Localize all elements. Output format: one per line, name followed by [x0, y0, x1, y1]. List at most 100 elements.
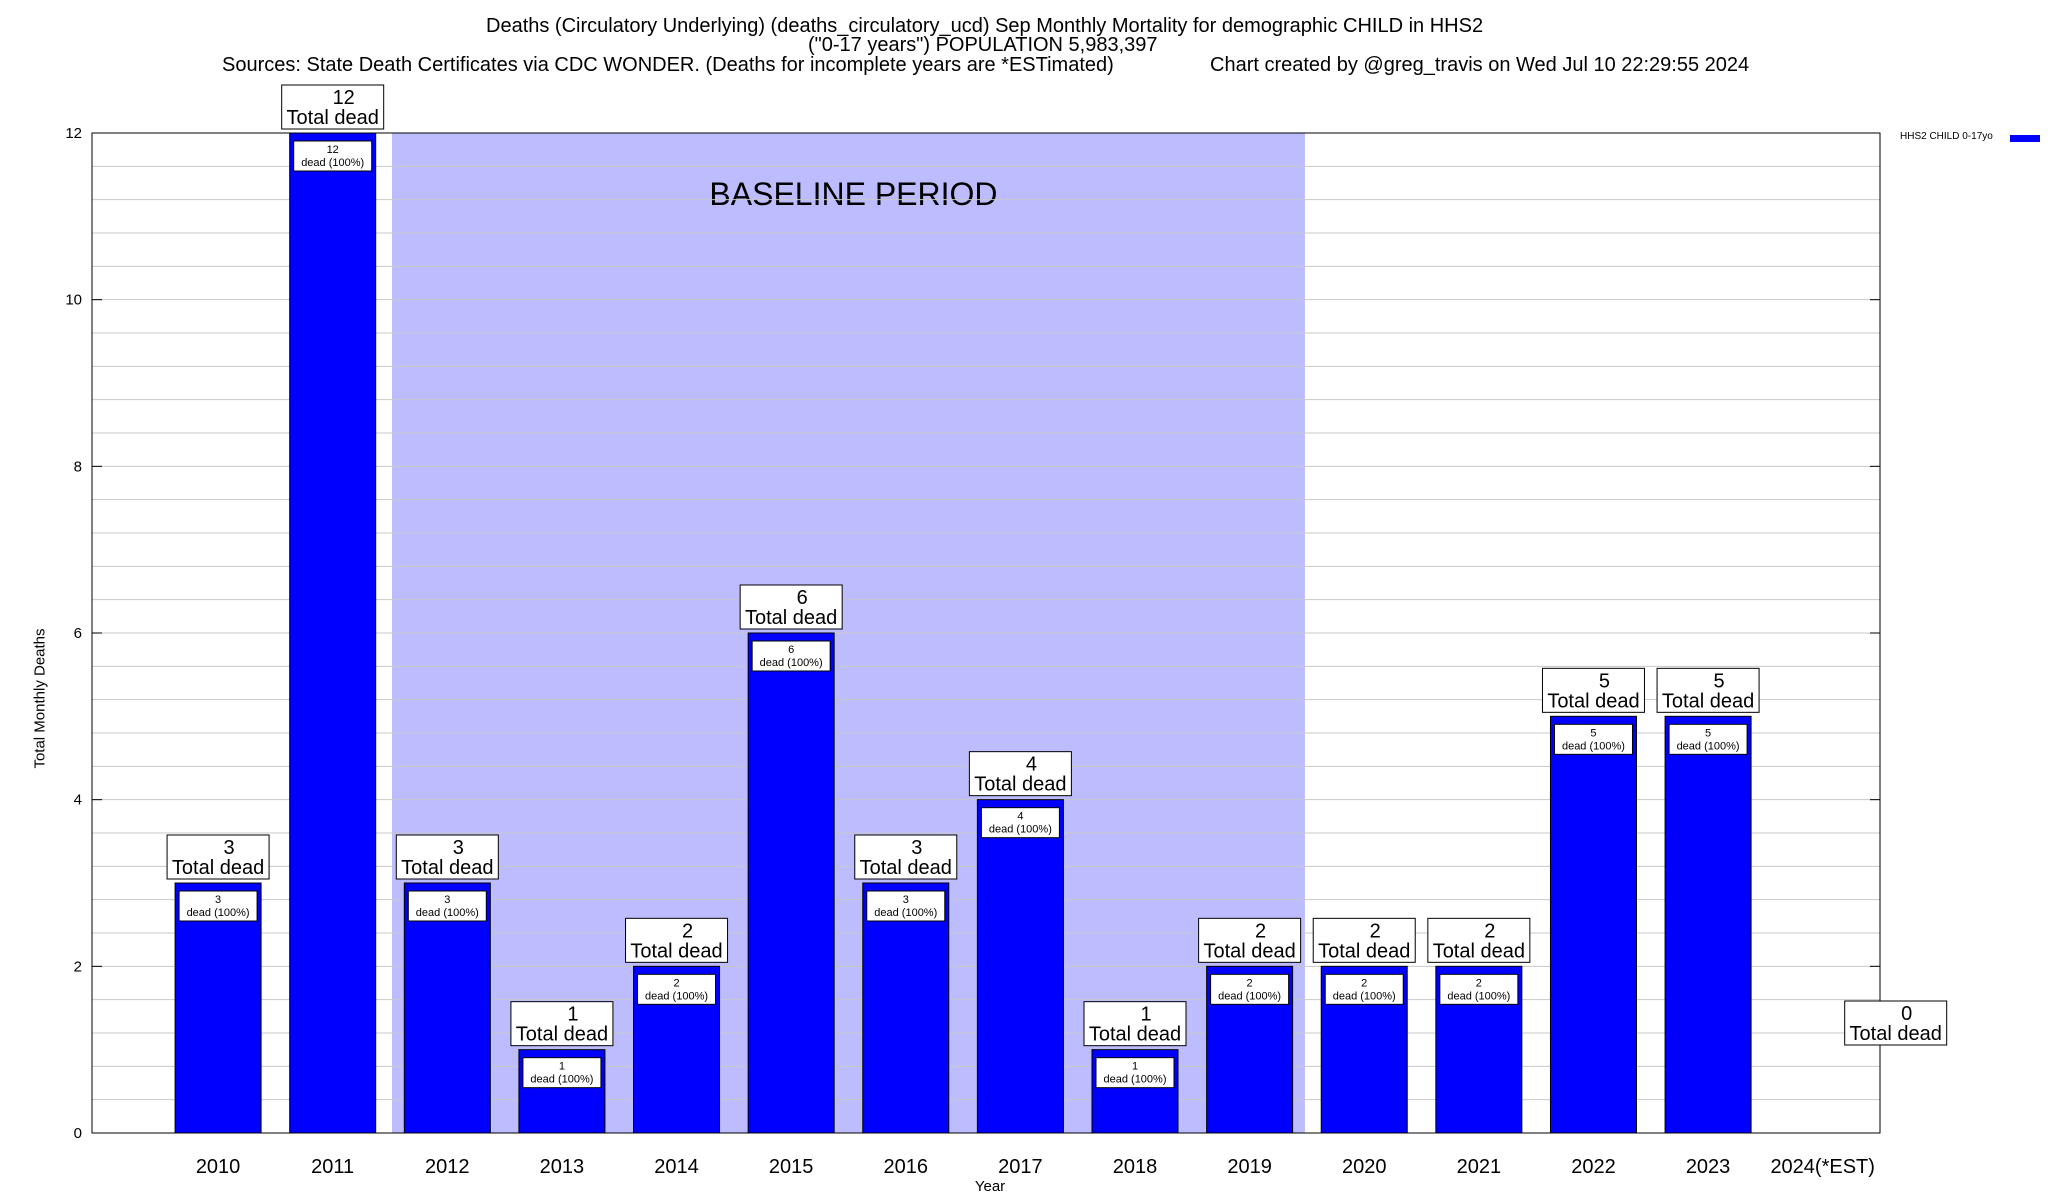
total-label-box: [166, 834, 270, 880]
total-label-value: 5: [1714, 670, 1725, 692]
inner-label-value: 2: [1361, 977, 1367, 989]
x-tick-label: 2019: [1227, 1156, 1272, 1178]
inner-label-value: 1: [1132, 1061, 1138, 1073]
total-label-value: 3: [453, 837, 464, 859]
inner-label-text: dead (100%): [1333, 990, 1396, 1002]
y-tick-label: 6: [74, 625, 82, 642]
inner-label-box: [637, 973, 717, 1005]
baseline-period-label: BASELINE PERIOD: [709, 176, 997, 212]
x-tick-label: 2016: [884, 1156, 929, 1178]
inner-label-value: 2: [1247, 977, 1253, 989]
total-label-text: Total dead: [1433, 940, 1525, 962]
chart-title-line1: Deaths (Circulatory Underlying) (deaths_…: [486, 15, 1484, 37]
inner-label-box: [407, 890, 487, 922]
total-label-box: [739, 584, 843, 630]
total-label-text: Total dead: [1089, 1024, 1181, 1046]
x-tick-label: 2023: [1686, 1156, 1731, 1178]
y-axis-label: Total Monthly Deaths: [31, 628, 49, 769]
bar-2017: [976, 799, 1064, 1134]
inner-label-box: [178, 890, 258, 922]
x-tick-label: 2021: [1457, 1156, 1502, 1178]
inner-label-text: dead (100%): [187, 907, 250, 919]
inner-label-value: 12: [327, 144, 339, 156]
x-tick-label: 2014: [654, 1156, 699, 1178]
bar-2016: [862, 882, 950, 1134]
y-tick-label: 4: [74, 792, 82, 809]
y-tick-label: 2: [74, 958, 82, 975]
inner-label-box: [980, 807, 1060, 839]
legend-swatch: [2010, 135, 2040, 142]
inner-label-box: [293, 140, 373, 172]
legend-label: HHS2 CHILD 0-17yo: [1900, 131, 1993, 142]
total-label-box: [968, 751, 1072, 797]
total-label-value: 2: [1484, 920, 1495, 942]
total-label-value: 3: [911, 837, 922, 859]
x-tick-label: 2013: [540, 1156, 585, 1178]
total-label-box: [1844, 1000, 1948, 1046]
total-label-box: [281, 84, 385, 130]
inner-label-text: dead (100%): [1218, 990, 1281, 1002]
x-tick-label: 2022: [1571, 1156, 1616, 1178]
total-label-value: 2: [1370, 920, 1381, 942]
total-label-value: 5: [1599, 670, 1610, 692]
inner-label-value: 4: [1017, 811, 1023, 823]
inner-label-text: dead (100%): [989, 824, 1052, 836]
x-tick-label: 2012: [425, 1156, 470, 1178]
inner-label-text: dead (100%): [645, 990, 708, 1002]
total-label-value: 12: [333, 87, 355, 109]
x-tick-label: 2015: [769, 1156, 814, 1178]
inner-label-text: dead (100%): [530, 1074, 593, 1086]
inner-label-value: 5: [1590, 727, 1596, 739]
inner-label-value: 2: [1476, 977, 1482, 989]
total-label-text: Total dead: [516, 1024, 608, 1046]
inner-label-box: [866, 890, 946, 922]
x-tick-label: 2024(*EST): [1770, 1156, 1875, 1178]
total-label-box: [854, 834, 958, 880]
total-label-text: Total dead: [1318, 940, 1410, 962]
total-label-box: [1198, 917, 1302, 963]
bar-2010: [174, 882, 262, 1134]
inner-label-text: dead (100%): [1562, 740, 1625, 752]
inner-label-text: dead (100%): [1677, 740, 1740, 752]
inner-label-box: [1439, 973, 1519, 1005]
total-label-text: Total dead: [287, 107, 379, 129]
x-tick-label: 2018: [1113, 1156, 1158, 1178]
y-tick-label: 0: [74, 1125, 82, 1142]
x-tick-label: 2017: [998, 1156, 1043, 1178]
bar-2011: [289, 132, 377, 1134]
total-label-value: 2: [682, 920, 693, 942]
inner-label-box: [1210, 973, 1290, 1005]
total-label-value: 2: [1255, 920, 1266, 942]
inner-label-box: [1553, 723, 1633, 755]
total-label-text: Total dead: [630, 940, 722, 962]
total-label-box: [1312, 917, 1416, 963]
total-label-box: [1083, 1001, 1187, 1047]
bar-2023: [1664, 715, 1752, 1134]
y-tick-label: 8: [74, 458, 82, 475]
inner-label-box: [1095, 1057, 1175, 1089]
inner-label-value: 6: [788, 644, 794, 656]
inner-label-text: dead (100%): [760, 657, 823, 669]
chart-sources: Sources: State Death Certificates via CD…: [222, 54, 1114, 76]
total-label-box: [1656, 667, 1760, 713]
total-label-value: 1: [1140, 1004, 1151, 1026]
total-label-text: Total dead: [974, 774, 1066, 796]
total-label-value: 0: [1901, 1003, 1912, 1025]
inner-label-value: 3: [444, 894, 450, 906]
inner-label-box: [1324, 973, 1404, 1005]
x-axis-label: Year: [974, 1178, 1006, 1195]
inner-label-value: 3: [903, 894, 909, 906]
total-label-box: [395, 834, 499, 880]
total-label-box: [1541, 667, 1645, 713]
total-label-value: 6: [797, 587, 808, 609]
total-label-text: Total dead: [172, 857, 264, 879]
total-label-text: Total dead: [860, 857, 952, 879]
inner-label-text: dead (100%): [1447, 990, 1510, 1002]
total-label-text: Total dead: [1547, 690, 1639, 712]
inner-label-text: dead (100%): [416, 907, 479, 919]
bar-2015: [747, 632, 835, 1134]
total-label-box: [1427, 917, 1531, 963]
total-label-text: Total dead: [401, 857, 493, 879]
inner-label-value: 1: [559, 1061, 565, 1073]
